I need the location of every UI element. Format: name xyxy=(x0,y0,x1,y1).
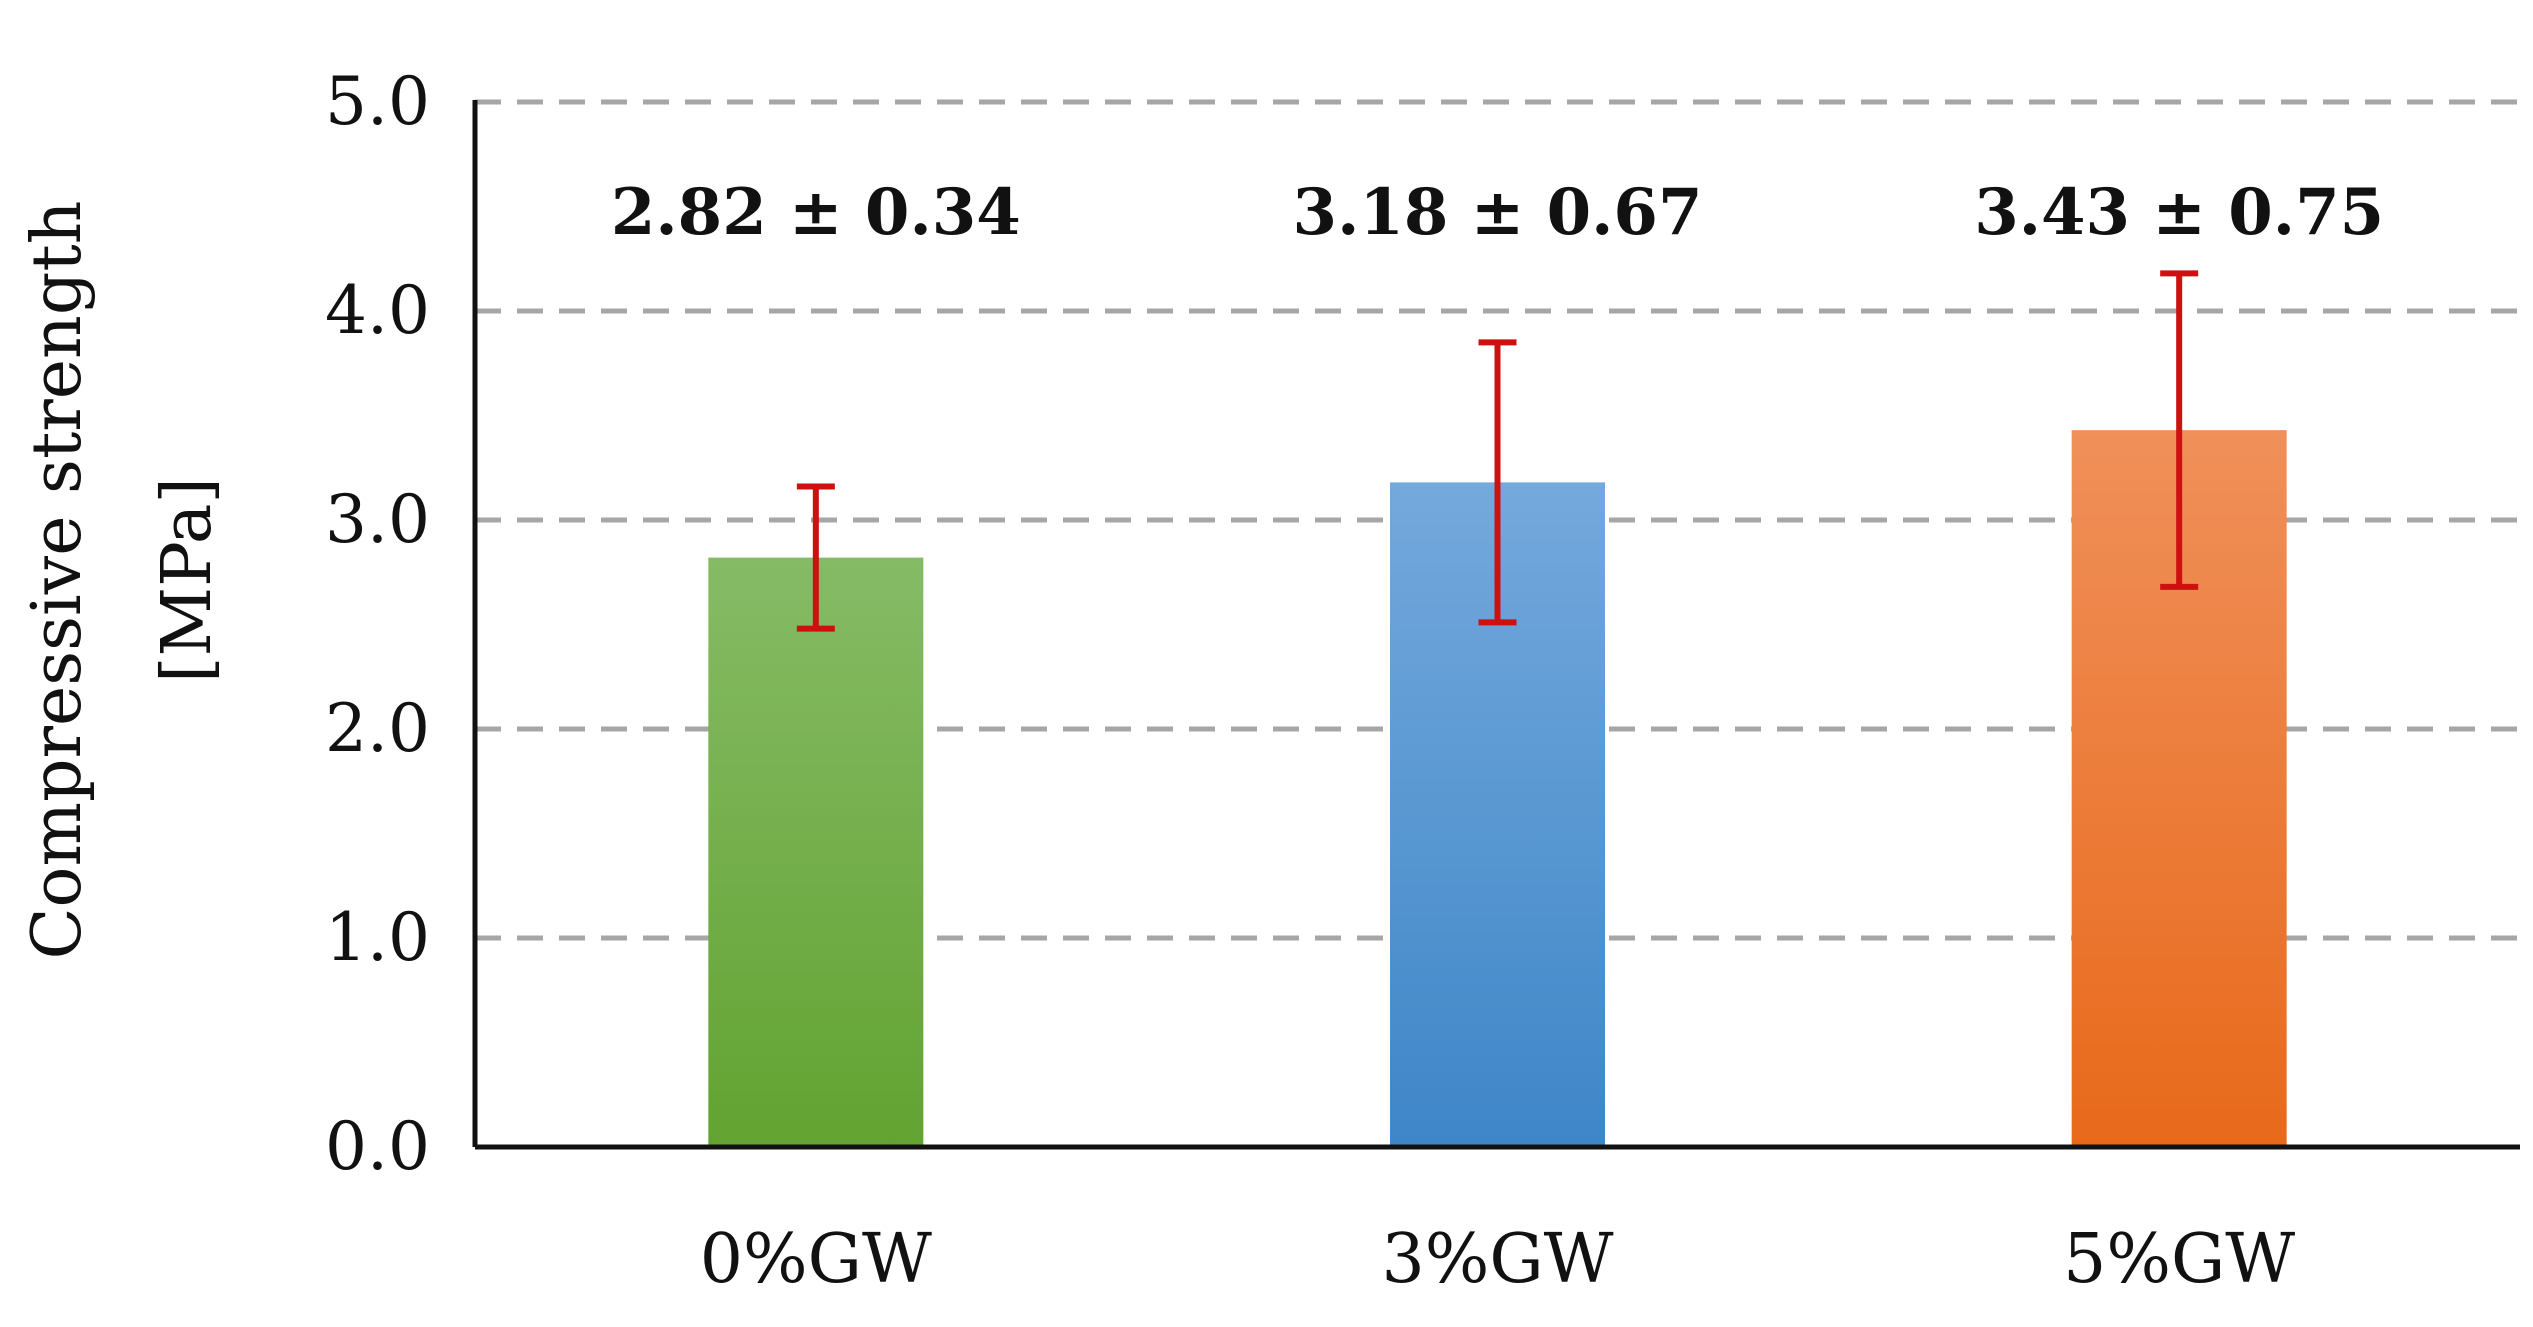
data-label: 2.82 ± 0.34 xyxy=(611,175,1021,250)
y-tick-label: 4.0 xyxy=(325,272,430,349)
y-tick-labels: 0.0 1.0 2.0 3.0 4.0 5.0 xyxy=(325,63,430,1185)
error-bars xyxy=(796,270,2199,632)
y-tick-label: 2.0 xyxy=(325,690,430,767)
axes xyxy=(472,100,2520,1150)
x-category-label: 0%GW xyxy=(700,1220,932,1299)
y-axis-title-line2: [MPa] xyxy=(148,477,227,683)
data-label: 3.43 ± 0.75 xyxy=(1974,175,2384,250)
x-category-label: 5%GW xyxy=(2063,1220,2295,1299)
bars xyxy=(708,430,2287,1147)
x-category-labels: 0%GW 3%GW 5%GW xyxy=(700,1220,2296,1299)
y-tick-label: 0.0 xyxy=(325,1108,430,1185)
data-label: 3.18 ± 0.67 xyxy=(1293,175,1703,250)
bar-0pctgw xyxy=(708,557,924,1147)
error-bar xyxy=(1478,339,1517,626)
y-tick-label: 5.0 xyxy=(325,63,430,140)
x-category-label: 3%GW xyxy=(1381,1220,1613,1299)
y-axis-title-line1: Compressive strength xyxy=(18,201,97,960)
y-tick-label: 1.0 xyxy=(325,899,430,976)
data-labels: 2.82 ± 0.34 3.18 ± 0.67 3.43 ± 0.75 xyxy=(611,175,2384,250)
error-bar xyxy=(2160,270,2199,590)
y-tick-label: 3.0 xyxy=(325,481,430,558)
error-bar xyxy=(796,483,835,632)
